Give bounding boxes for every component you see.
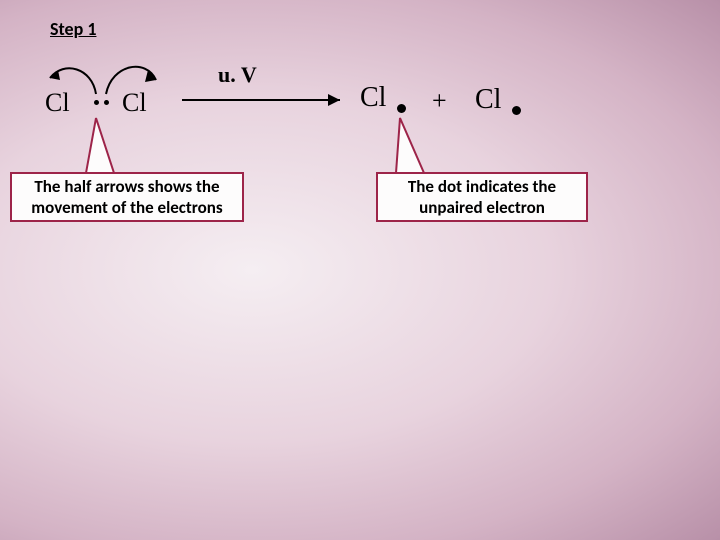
callout-right-line2: unpaired electron <box>408 197 556 218</box>
callout-right-pointer <box>0 0 720 300</box>
callout-right-line1: The dot indicates the <box>408 176 556 197</box>
callout-dot: The dot indicates the unpaired electron <box>376 172 588 222</box>
